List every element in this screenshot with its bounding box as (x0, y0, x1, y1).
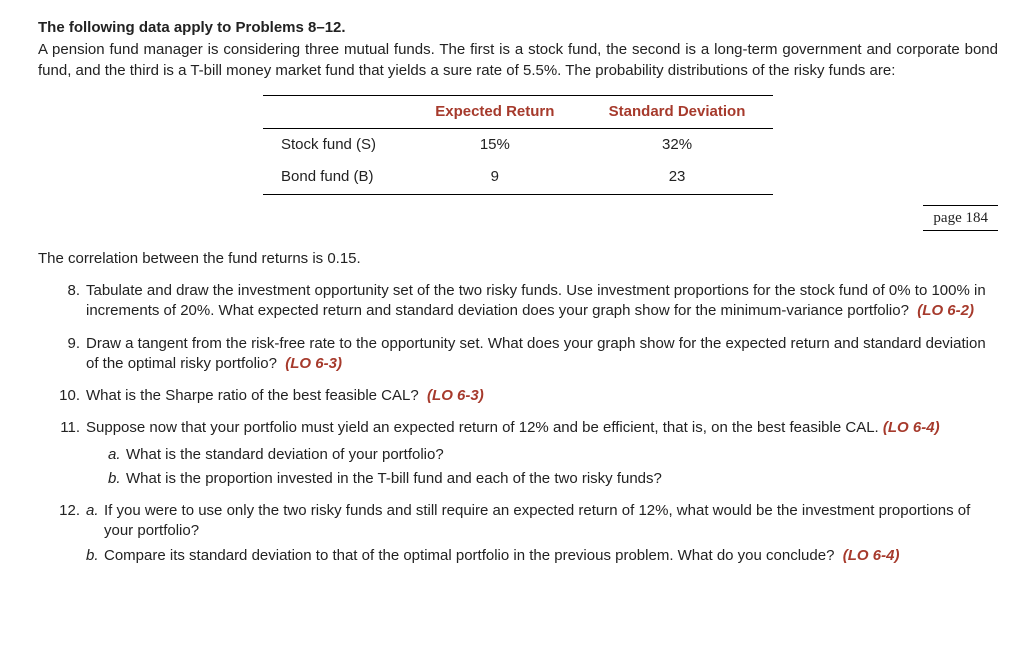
subproblem-11b: b. What is the proportion invested in th… (108, 469, 998, 489)
sub-letter: a. (108, 445, 121, 465)
problem-number: 8. (56, 281, 80, 301)
document-page: The following data apply to Problems 8–1… (38, 18, 998, 566)
page-number: page 184 (923, 205, 998, 231)
problem-text: What is the Sharpe ratio of the best fea… (86, 387, 419, 404)
problem-number: 9. (56, 334, 80, 354)
fund-name-cell: Bond fund (B) (263, 161, 409, 194)
problem-text: Suppose now that your portfolio must yie… (86, 419, 879, 436)
funds-table: Expected Return Standard Deviation Stock… (263, 95, 773, 195)
problem-number: 11. (56, 418, 80, 438)
problem-number: 12. (56, 501, 80, 521)
expected-return-cell: 15% (409, 129, 581, 162)
problem-8: 8. Tabulate and draw the investment oppo… (64, 281, 998, 322)
subproblem-12a: a. If you were to use only the two risky… (86, 501, 998, 542)
std-dev-cell: 32% (581, 129, 773, 162)
table-row: Bond fund (B) 9 23 (263, 161, 773, 194)
problem-10: 10. What is the Sharpe ratio of the best… (64, 386, 998, 406)
problem-number: 10. (56, 386, 80, 406)
correlation-note: The correlation between the fund returns… (38, 249, 998, 269)
subproblem-11a: a. What is the standard deviation of you… (108, 445, 998, 465)
sub-text: If you were to use only the two risky fu… (104, 502, 970, 539)
learning-objective: (LO 6-4) (843, 547, 900, 564)
table-row: Stock fund (S) 15% 32% (263, 129, 773, 162)
fund-name-cell: Stock fund (S) (263, 129, 409, 162)
subproblem-list: a. What is the standard deviation of you… (86, 445, 998, 490)
problem-text: Draw a tangent from the risk-free rate t… (86, 335, 986, 372)
problem-text: Tabulate and draw the investment opportu… (86, 282, 986, 319)
learning-objective: (LO 6-2) (917, 302, 974, 319)
problem-11: 11. Suppose now that your portfolio must… (64, 418, 998, 489)
intro-paragraph: A pension fund manager is considering th… (38, 40, 998, 81)
section-heading: The following data apply to Problems 8–1… (38, 18, 998, 38)
col-header-std-dev: Standard Deviation (609, 103, 746, 120)
problem-9: 9. Draw a tangent from the risk-free rat… (64, 334, 998, 375)
learning-objective: (LO 6-4) (883, 419, 940, 436)
sub-letter: b. (86, 546, 99, 566)
problem-list: 8. Tabulate and draw the investment oppo… (38, 281, 998, 566)
learning-objective: (LO 6-3) (427, 387, 484, 404)
learning-objective: (LO 6-3) (285, 355, 342, 372)
expected-return-cell: 9 (409, 161, 581, 194)
sub-letter: a. (86, 501, 99, 521)
sub-letter: b. (108, 469, 121, 489)
problem-12: 12. a. If you were to use only the two r… (64, 501, 998, 566)
sub-text: Compare its standard deviation to that o… (104, 547, 834, 564)
sub-text: What is the proportion invested in the T… (126, 470, 662, 487)
std-dev-cell: 23 (581, 161, 773, 194)
page-number-box: page 184 (38, 205, 998, 231)
subproblem-12b: b. Compare its standard deviation to tha… (86, 546, 998, 566)
subproblem-list: a. If you were to use only the two risky… (86, 501, 998, 566)
col-header-expected-return: Expected Return (435, 103, 554, 120)
sub-text: What is the standard deviation of your p… (126, 446, 444, 463)
table-header-row: Expected Return Standard Deviation (263, 95, 773, 128)
